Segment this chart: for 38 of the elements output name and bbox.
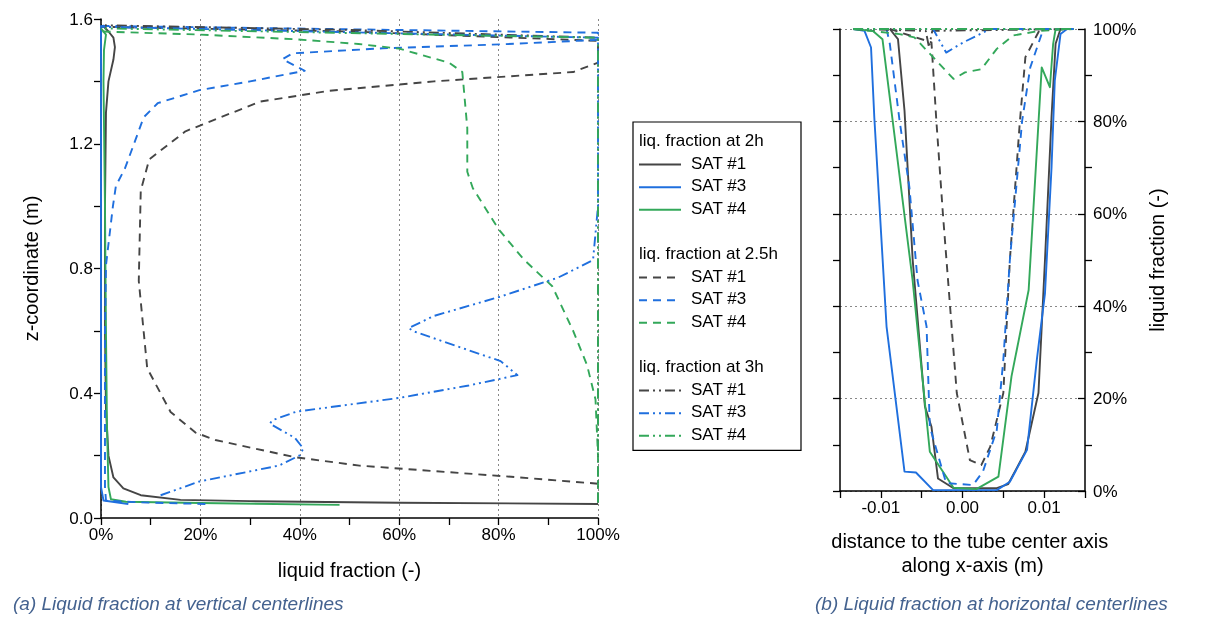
text: liq. fraction at 3h	[639, 357, 764, 376]
y-tick-label: 100%	[1093, 19, 1137, 39]
y-tick-label: 1.6	[69, 9, 93, 29]
legend-label: SAT #1	[691, 266, 747, 286]
legend-label: SAT #4	[691, 311, 747, 331]
y-tick-label: 80%	[1093, 111, 1128, 131]
y-tick-label: 0.0	[69, 508, 93, 528]
legend-label: SAT #3	[691, 176, 747, 196]
y-axis-title: liquid fraction (-)	[1146, 188, 1169, 332]
y-axis-title: z-coordinate (m)	[20, 195, 42, 342]
text: liq. fraction at 2.5h	[639, 244, 778, 263]
x-tick-label: 0.00	[945, 498, 980, 517]
y-tick-label: 0.8	[69, 259, 93, 278]
legend-label: SAT #1	[691, 379, 747, 399]
x-tick-label: 0%	[88, 525, 114, 544]
x-tick-label: 80%	[481, 525, 516, 544]
text: (b) Liquid fraction at horizontal centerlines	[815, 593, 1169, 614]
x-tick-label: 60%	[382, 525, 417, 544]
legend-label: SAT #3	[691, 402, 747, 422]
x-axis-title: liquid fraction (-)	[277, 559, 422, 581]
text: (a) Liquid fraction at vertical centerlines	[13, 593, 345, 614]
y-tick-label: 40%	[1093, 296, 1128, 316]
x-tick-label: 100%	[576, 525, 620, 544]
x-tick-label: -0.01	[861, 498, 901, 517]
y-tick-label: 60%	[1093, 204, 1128, 224]
x-tick-label: 0.01	[1027, 498, 1061, 517]
y-tick-label: 0.4	[69, 383, 93, 403]
legend-label: SAT #1	[691, 153, 747, 173]
x-tick-label: 40%	[282, 525, 317, 544]
y-tick-label: 1.2	[69, 134, 93, 154]
x-axis-title: distance to the tube center axis along x-axis (m)	[831, 530, 1114, 576]
legend-label: SAT #3	[691, 289, 747, 309]
text: liq. fraction at 2h	[639, 131, 764, 150]
y-tick-label: 20%	[1093, 389, 1128, 409]
y-tick-label: 0%	[1093, 481, 1118, 501]
x-tick-label: 20%	[183, 525, 218, 544]
legend-label: SAT #4	[691, 198, 747, 218]
legend-label: SAT #4	[691, 424, 747, 444]
